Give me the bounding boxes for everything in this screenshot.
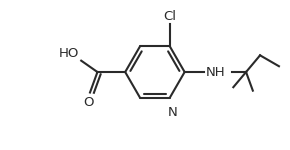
- Text: HO: HO: [59, 47, 79, 60]
- Text: N: N: [168, 106, 177, 119]
- Text: NH: NH: [205, 66, 225, 79]
- Text: O: O: [84, 96, 94, 110]
- Text: Cl: Cl: [163, 9, 176, 22]
